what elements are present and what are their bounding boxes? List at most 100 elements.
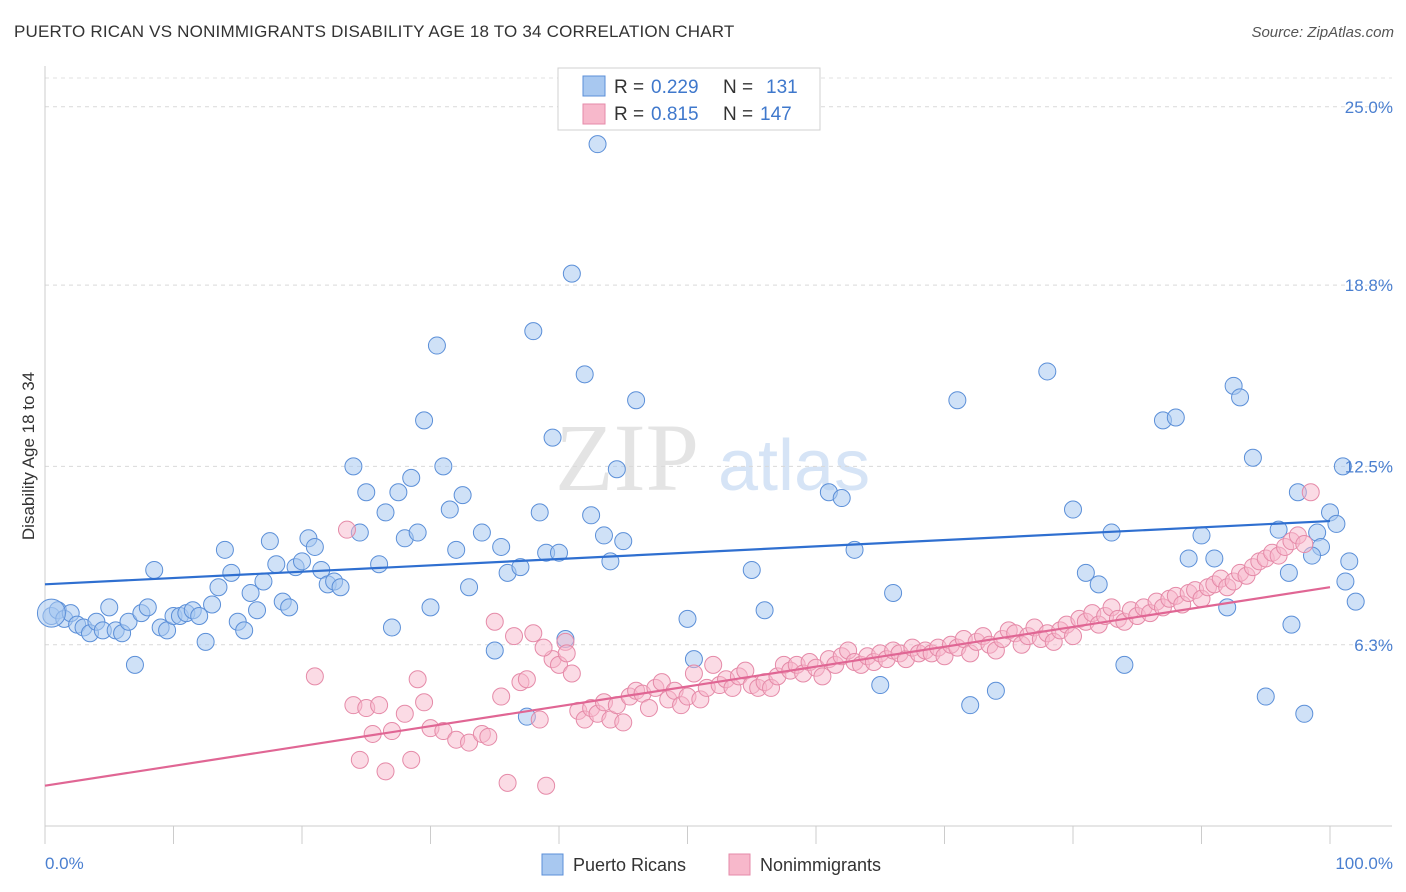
puerto-rican-point [402, 468, 421, 487]
puerto-rican-point [447, 540, 466, 559]
legend-r-label-1: R = [614, 77, 644, 98]
nonimmigrant-point [498, 773, 517, 792]
nonimmigrant-point [1064, 627, 1082, 646]
puerto-rican-point [582, 506, 601, 525]
x-tick-label-end: 100.0% [1335, 854, 1393, 873]
puerto-ricans-points [36, 135, 1365, 726]
puerto-rican-point [36, 598, 66, 628]
nonimmigrant-point [479, 727, 498, 746]
y-tick-label: 18.8% [1345, 276, 1393, 295]
puerto-rican-point [209, 578, 228, 597]
legend-r-value-1: 0.229 [651, 77, 699, 98]
puerto-rican-point [344, 457, 363, 476]
nonimmigrant-point [534, 638, 553, 657]
puerto-rican-point [460, 578, 479, 597]
puerto-rican-point [607, 460, 626, 479]
puerto-rican-point [267, 555, 286, 574]
nonimmigrant-point [1301, 483, 1320, 502]
puerto-rican-point [427, 336, 446, 355]
legend-bottom-swatch-blue [541, 853, 564, 876]
puerto-rican-point [1076, 563, 1095, 582]
puerto-rican-point [125, 655, 144, 674]
puerto-rican-point [472, 523, 491, 542]
puerto-rican-point [755, 601, 774, 620]
tick-labels: 6.3% 12.5% 18.8% 25.0% 0.0% 100.0% [45, 98, 1393, 873]
nonimmigrant-point [485, 612, 504, 631]
puerto-rican-point [293, 552, 311, 571]
puerto-rican-point [1064, 500, 1082, 519]
puerto-rican-point [1346, 592, 1365, 611]
y-tick-label: 6.3% [1354, 636, 1393, 655]
puerto-rican-point [260, 532, 279, 551]
puerto-rican-point [1282, 615, 1301, 634]
puerto-rican-point [100, 598, 119, 617]
nonimmigrant-point [350, 750, 369, 769]
nonimmigrants-trend-line [44, 586, 1331, 787]
legend-r-label-2: R = [614, 104, 644, 125]
puerto-rican-point [543, 428, 562, 447]
puerto-rican-point [1327, 514, 1346, 533]
puerto-rican-point [254, 572, 273, 591]
puerto-rican-point [550, 543, 568, 562]
puerto-rican-point [357, 483, 376, 502]
puerto-rican-point [138, 598, 157, 617]
nonimmigrant-point [337, 520, 356, 539]
nonimmigrant-point [557, 644, 576, 663]
nonimmigrant-point [639, 699, 658, 718]
puerto-rican-point [215, 540, 234, 559]
puerto-rican-point [1192, 526, 1211, 545]
puerto-rican-point [961, 696, 980, 715]
puerto-rican-point [884, 583, 903, 602]
legend-n-value-1: 131 [766, 77, 798, 98]
y-tick-label: 12.5% [1345, 457, 1393, 476]
legend-swatch-pink [582, 103, 606, 125]
puerto-rican-point [382, 618, 401, 637]
puerto-rican-point [627, 391, 646, 410]
puerto-rican-point [1231, 388, 1250, 407]
nonimmigrant-point [460, 733, 479, 752]
puerto-rican-point [248, 601, 267, 620]
puerto-rican-point [948, 391, 967, 410]
trend-lines [44, 519, 1331, 787]
puerto-rican-point [408, 523, 427, 542]
puerto-rican-point [1166, 408, 1185, 427]
legend-bottom-label-puerto-ricans: Puerto Ricans [573, 855, 686, 875]
puerto-rican-point [742, 560, 761, 579]
nonimmigrant-point [1295, 535, 1314, 554]
puerto-rican-point [376, 503, 395, 522]
puerto-rican-point [594, 526, 613, 545]
puerto-rican-point [485, 641, 504, 660]
puerto-rican-point [524, 322, 543, 341]
legend-n-label-1: N = [723, 77, 753, 98]
nonimmigrant-point [530, 710, 549, 729]
puerto-rican-point [415, 411, 434, 430]
puerto-rican-point [1340, 552, 1359, 571]
puerto-rican-point [421, 598, 440, 617]
puerto-rican-point [1179, 549, 1198, 568]
nonimmigrant-point [402, 750, 421, 769]
y-tick-label: 25.0% [1345, 98, 1393, 117]
puerto-rican-point [1333, 457, 1352, 476]
puerto-rican-point [986, 681, 1005, 700]
watermark: ZIP atlas [555, 404, 870, 511]
puerto-rican-point [1089, 575, 1108, 594]
puerto-rican-point [440, 500, 459, 519]
puerto-rican-point [588, 135, 607, 154]
puerto-ricans-trend-line [44, 519, 1331, 586]
puerto-rican-point [190, 606, 209, 625]
watermark-zip: ZIP [555, 404, 699, 511]
nonimmigrants-points [305, 483, 1320, 795]
source-credit: Source: ZipAtlas.com [1251, 24, 1394, 41]
nonimmigrant-point [305, 667, 324, 686]
puerto-rican-point [145, 560, 164, 579]
chart-title: PUERTO RICAN VS NONIMMIGRANTS DISABILITY… [14, 22, 735, 41]
nonimmigrant-point [562, 664, 581, 683]
legend-swatch-blue [582, 75, 606, 97]
nonimmigrant-point [813, 667, 832, 686]
puerto-rican-point [305, 537, 324, 556]
puerto-rican-point [678, 609, 697, 628]
nonimmigrant-point [524, 624, 543, 643]
nonimmigrant-point [395, 704, 414, 723]
puerto-rican-point [1336, 572, 1355, 591]
